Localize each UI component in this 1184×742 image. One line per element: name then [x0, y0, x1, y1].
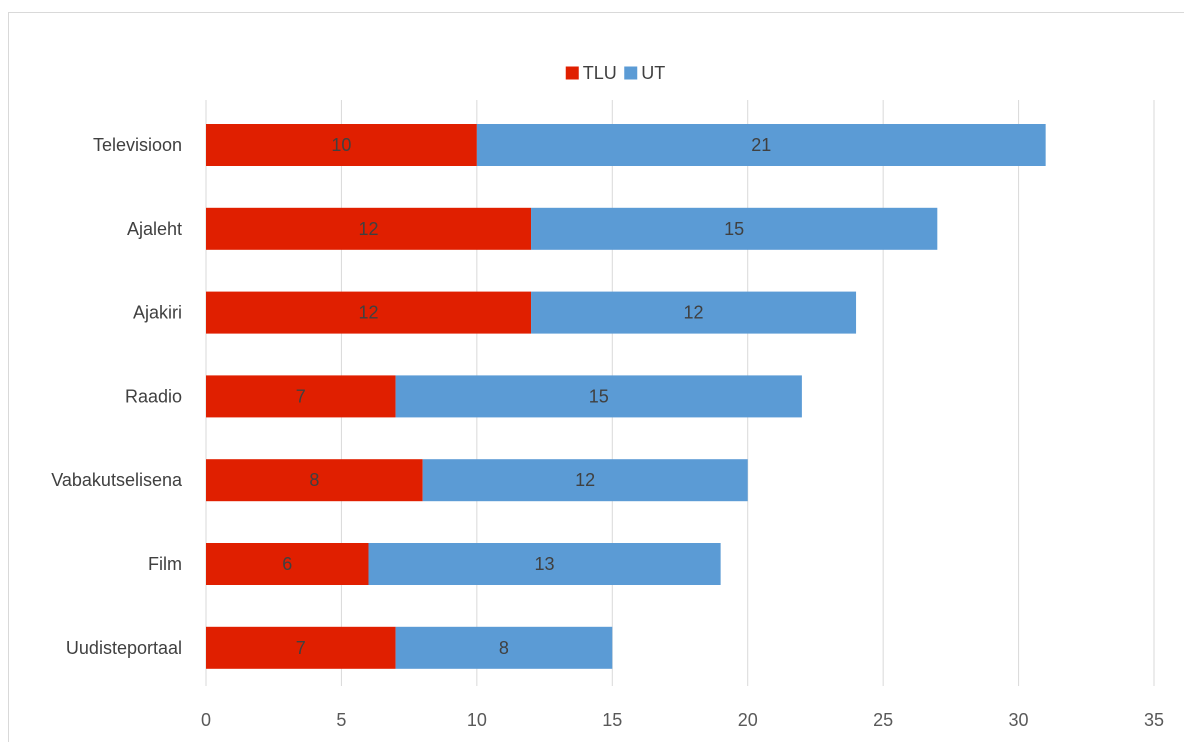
bars: 10 21 12 15 12 12 7 15 8 12 6 13 7 8 — [206, 124, 1046, 669]
data-label-ut: 15 — [589, 386, 609, 406]
legend-label-tlu: TLU — [583, 63, 617, 83]
x-tick-label: 20 — [738, 710, 758, 730]
data-label-ut: 8 — [499, 638, 509, 658]
category-label: Uudisteportaal — [66, 638, 182, 658]
bar-ut[interactable] — [422, 459, 748, 502]
category-label: Film — [148, 554, 182, 574]
category-label: Raadio — [125, 386, 182, 406]
legend-label-ut: UT — [641, 63, 665, 83]
category-label: Televisioon — [93, 135, 182, 155]
data-label-tlu: 7 — [296, 638, 306, 658]
bar-tlu[interactable] — [206, 124, 477, 166]
data-label-tlu: 7 — [296, 386, 306, 406]
legend-item-tlu[interactable]: TLU — [565, 63, 617, 83]
legend-swatch-tlu — [565, 66, 579, 80]
data-label-ut: 12 — [684, 303, 704, 323]
data-label-tlu: 8 — [309, 470, 319, 490]
bar-tlu[interactable] — [206, 459, 423, 502]
data-label-tlu: 12 — [358, 219, 378, 239]
x-tick-label: 25 — [873, 710, 893, 730]
data-label-tlu: 10 — [331, 135, 351, 155]
chart-border — [8, 12, 1184, 742]
data-label-tlu: 6 — [282, 554, 292, 574]
x-tick-label: 15 — [602, 710, 622, 730]
data-label-tlu: 12 — [358, 303, 378, 323]
bar-ut[interactable] — [395, 375, 802, 418]
bar-ut[interactable] — [476, 124, 1046, 166]
bar-ut[interactable] — [368, 543, 721, 585]
bar-tlu[interactable] — [206, 626, 396, 669]
bar-ut[interactable] — [531, 291, 857, 334]
x-tick-label: 5 — [336, 710, 346, 730]
bar-tlu[interactable] — [206, 207, 532, 250]
data-label-ut: 12 — [575, 470, 595, 490]
category-label: Ajaleht — [127, 219, 182, 239]
data-label-ut: 13 — [535, 554, 555, 574]
legend: TLU UT — [565, 63, 665, 83]
bar-tlu[interactable] — [206, 543, 369, 585]
x-tick-label: 30 — [1009, 710, 1029, 730]
legend-swatch-ut — [624, 66, 638, 80]
bar-ut[interactable] — [395, 626, 613, 669]
data-label-ut: 21 — [751, 135, 771, 155]
y-axis-category-labels: Televisioon Ajaleht Ajakiri Raadio Vabakutse… — [51, 135, 183, 658]
bar-tlu[interactable] — [206, 291, 532, 334]
bar-tlu[interactable] — [206, 375, 396, 418]
x-tick-label: 35 — [1144, 710, 1164, 730]
category-label: Vabakutselisena — [51, 470, 183, 490]
x-tick-label: 0 — [201, 710, 211, 730]
x-tick-label: 10 — [467, 710, 487, 730]
legend-item-ut[interactable]: UT — [624, 63, 665, 83]
data-label-ut: 15 — [724, 219, 744, 239]
bar-ut[interactable] — [531, 207, 938, 250]
category-label: Ajakiri — [133, 303, 182, 323]
x-axis-tick-labels: 0 5 10 15 20 25 30 35 — [201, 710, 1164, 730]
